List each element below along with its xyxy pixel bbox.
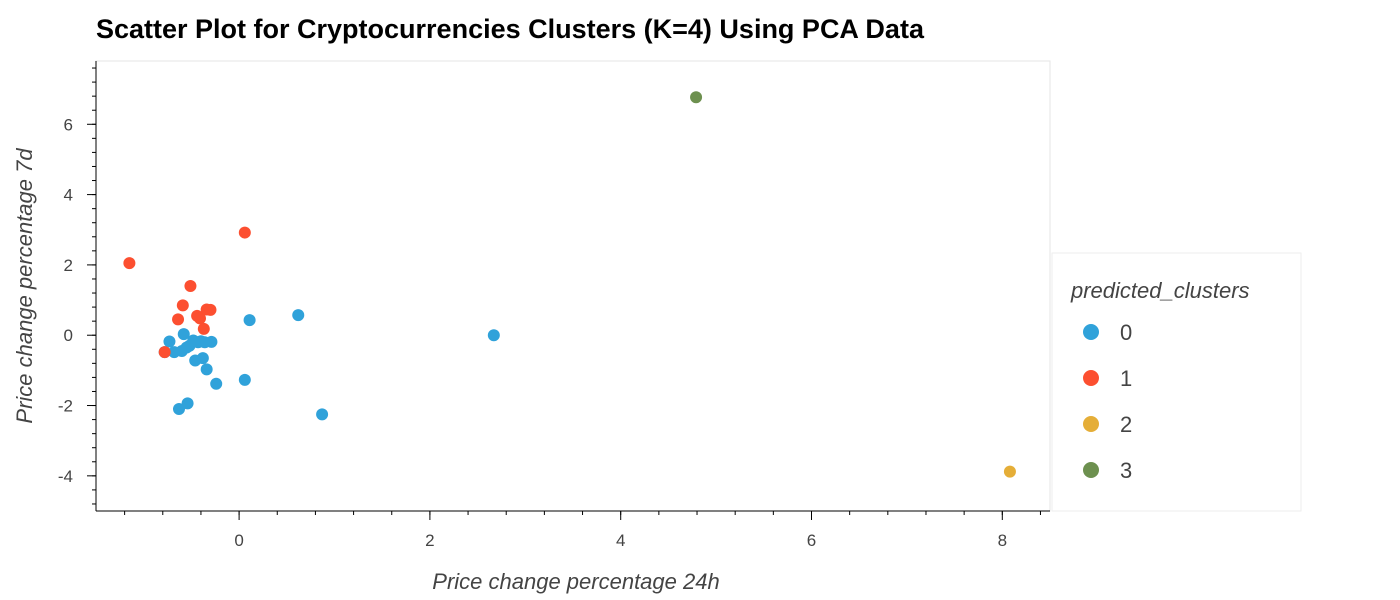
data-point-cluster-1[interactable]	[158, 346, 171, 359]
y-tick-label: 0	[64, 326, 73, 345]
legend-marker-cluster-0	[1083, 324, 1099, 340]
legend-title: predicted_clusters	[1070, 278, 1250, 303]
legend-label-cluster-2: 2	[1120, 412, 1132, 437]
x-tick-label: 6	[807, 531, 816, 550]
legend-marker-cluster-1	[1083, 370, 1099, 386]
data-point-cluster-0[interactable]	[163, 335, 176, 348]
data-point-cluster-0[interactable]	[196, 352, 209, 365]
x-axis-label: Price change percentage 24h	[432, 569, 719, 594]
data-point-cluster-1[interactable]	[123, 257, 136, 270]
data-point-cluster-1[interactable]	[238, 226, 251, 239]
legend-marker-cluster-2	[1083, 416, 1099, 432]
data-point-cluster-1[interactable]	[204, 303, 217, 316]
data-point-cluster-0[interactable]	[243, 314, 256, 327]
data-point-cluster-0[interactable]	[238, 373, 251, 386]
data-point-cluster-2[interactable]	[1003, 465, 1016, 478]
data-point-cluster-0[interactable]	[487, 329, 500, 342]
data-point-cluster-3[interactable]	[690, 91, 703, 104]
legend-label-cluster-1: 1	[1120, 366, 1132, 391]
legend-marker-cluster-3	[1083, 462, 1099, 478]
legend-label-cluster-0: 0	[1120, 320, 1132, 345]
y-tick-label: 2	[64, 256, 73, 275]
data-point-cluster-0[interactable]	[316, 408, 329, 421]
data-point-cluster-0[interactable]	[205, 335, 218, 348]
x-tick-label: 0	[234, 531, 243, 550]
legend-items: 0 1 2 3	[1083, 320, 1132, 483]
data-point-cluster-0[interactable]	[210, 377, 223, 390]
legend-label-cluster-3: 3	[1120, 458, 1132, 483]
data-point-cluster-0[interactable]	[177, 328, 190, 341]
data-point-cluster-1[interactable]	[197, 322, 210, 335]
data-point-cluster-1[interactable]	[184, 280, 197, 292]
y-axis-ticks: -4 -2 0 2 4 6	[58, 67, 96, 505]
y-tick-label: 4	[64, 186, 73, 205]
y-tick-label: 6	[64, 115, 73, 134]
y-axis-label: Price change percentage 7d	[12, 148, 37, 424]
y-tick-label: -2	[58, 397, 73, 416]
data-point-cluster-1[interactable]	[193, 312, 206, 325]
y-tick-label: -4	[58, 467, 73, 486]
chart-title: Scatter Plot for Cryptocurrencies Cluste…	[96, 14, 924, 44]
data-point-cluster-0[interactable]	[292, 309, 305, 322]
plot-area-frame	[95, 60, 1051, 512]
data-point-cluster-0[interactable]	[200, 363, 213, 376]
data-point-cluster-0[interactable]	[172, 403, 185, 416]
data-point-cluster-1[interactable]	[176, 299, 189, 312]
legend: predicted_clusters 0 1 2 3	[1051, 252, 1302, 512]
x-axis-ticks: 0 2 4 6 8	[124, 511, 1041, 550]
x-tick-label: 8	[998, 531, 1007, 550]
x-tick-label: 4	[616, 531, 625, 550]
data-point-cluster-0[interactable]	[181, 397, 194, 410]
data-points	[123, 91, 1016, 478]
x-tick-label: 2	[425, 531, 434, 550]
data-point-cluster-1[interactable]	[172, 313, 185, 326]
